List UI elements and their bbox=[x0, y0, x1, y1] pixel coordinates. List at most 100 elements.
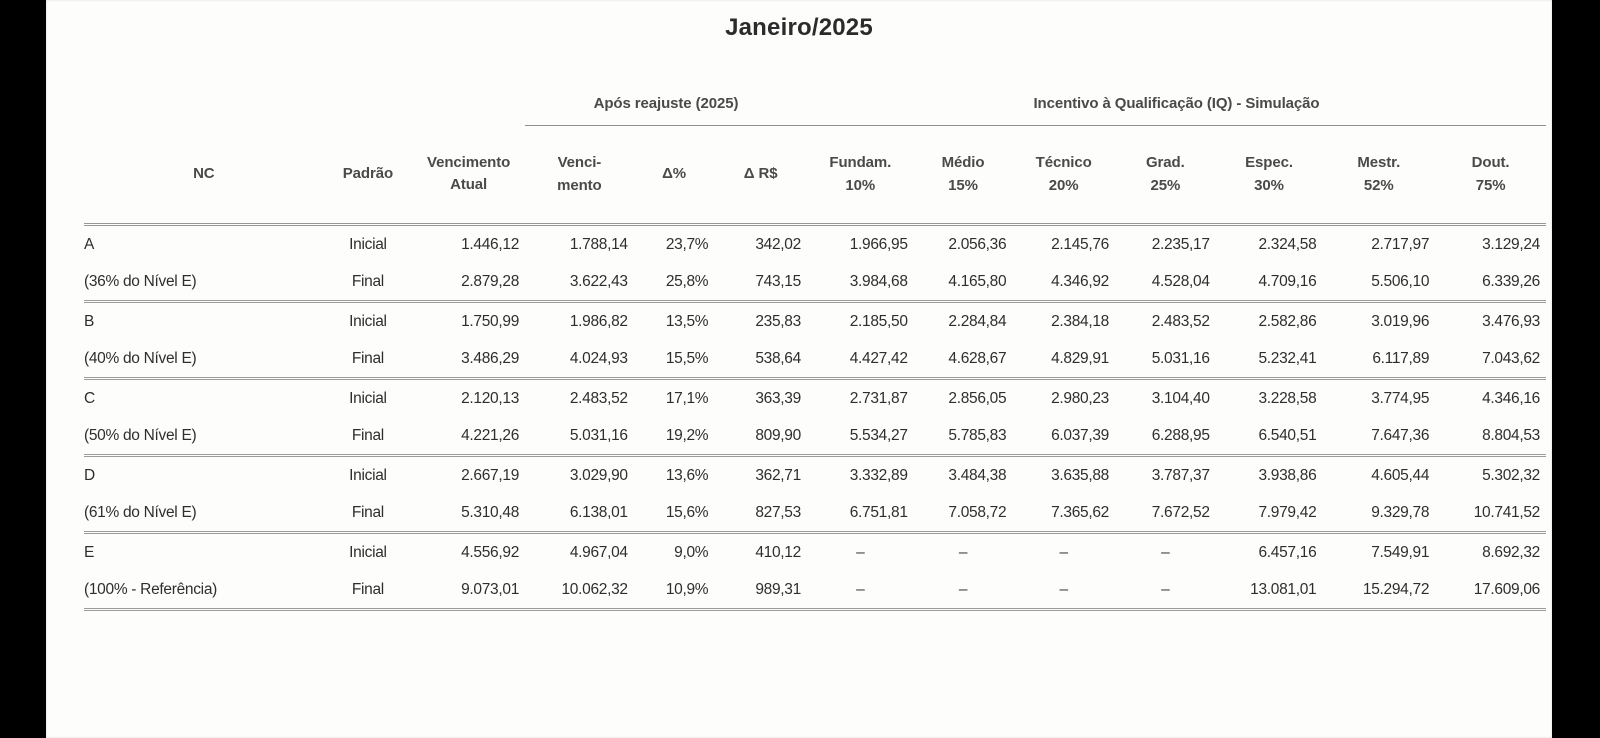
cell-vencimento-atual: 5.310,48 bbox=[412, 494, 526, 535]
cell-padrao: Final bbox=[323, 571, 413, 612]
cell-espec-30: 5.232,41 bbox=[1215, 340, 1323, 381]
cell-dout-75: 6.339,26 bbox=[1435, 263, 1546, 304]
cell-fundam-10: 5.534,27 bbox=[806, 417, 914, 458]
cell-padrao: Inicial bbox=[349, 543, 387, 561]
column-header-fundam-10: Fundam. 10% bbox=[806, 125, 914, 227]
cell-nc: A bbox=[84, 235, 95, 253]
cell-delta-rs: 342,02 bbox=[755, 235, 801, 253]
salary-table: Após reajuste (2025) Incentivo à Qualifi… bbox=[84, 83, 1546, 612]
column-header-tecnico-20: Técnico 20% bbox=[1012, 125, 1115, 227]
cell-delta-rs: 362,71 bbox=[755, 466, 801, 484]
cell-vencimento-atual: 2.667,19 bbox=[461, 466, 520, 484]
cell-mestr-52: 3.774,95 bbox=[1371, 389, 1430, 407]
page-title: Janeiro/2025 bbox=[725, 14, 873, 41]
cell-medio-15: 4.165,80 bbox=[913, 263, 1013, 304]
cell-fundam-10: 3.332,89 bbox=[849, 466, 908, 484]
group-header-apos-reajuste: Após reajuste (2025) bbox=[525, 83, 807, 127]
cell-fundam-10: 4.427,42 bbox=[806, 340, 914, 381]
cell-padrao: Final bbox=[323, 417, 413, 458]
cell-delta-pct: 13,6% bbox=[665, 466, 709, 484]
cell-fundam-10: 3.984,68 bbox=[806, 263, 914, 304]
cell-fundam-10: 2.731,87 bbox=[849, 389, 908, 407]
cell-delta-rs: 827,53 bbox=[714, 494, 807, 535]
cell-delta-pct: 13,5% bbox=[665, 312, 709, 330]
cell-tecnico-20: 4.829,91 bbox=[1012, 340, 1115, 381]
cell-delta-pct: 25,8% bbox=[633, 263, 715, 304]
cell-padrao: Final bbox=[323, 340, 413, 381]
column-header-grad-25: Grad. 25% bbox=[1115, 125, 1216, 227]
cell-mestr-52: 15.294,72 bbox=[1322, 571, 1436, 612]
column-header-line: mento bbox=[557, 176, 602, 194]
column-header-delta-rs: Δ R$ bbox=[714, 125, 807, 227]
cell-delta-pct: 15,6% bbox=[633, 494, 715, 535]
cell-tecnico-20: 7.365,62 bbox=[1012, 494, 1115, 535]
cell-grad-25: – bbox=[1115, 571, 1216, 612]
column-header-line: Atual bbox=[450, 176, 488, 194]
column-header-line: 15% bbox=[948, 176, 978, 194]
table-row-final: (50% do Nível E) Final 4.221,26 5.031,16 19,… bbox=[84, 417, 1546, 458]
column-header-dout-75: Dout. 75% bbox=[1435, 125, 1546, 227]
cell-medio-15: 4.628,67 bbox=[913, 340, 1013, 381]
cell-dout-75: 4.346,16 bbox=[1482, 389, 1540, 407]
cell-medio-15: 2.056,36 bbox=[948, 235, 1007, 253]
cell-padrao: Inicial bbox=[349, 466, 387, 484]
cell-vencimento-atual: 3.486,29 bbox=[412, 340, 526, 381]
cell-padrao: Final bbox=[323, 263, 413, 304]
cell-dout-75: 17.609,06 bbox=[1435, 571, 1546, 612]
cell-delta-pct: 10,9% bbox=[633, 571, 715, 612]
cell-nc: B bbox=[84, 312, 95, 330]
cell-medio-15: 7.058,72 bbox=[913, 494, 1013, 535]
cell-tecnico-20: 2.384,18 bbox=[1051, 312, 1109, 330]
cell-delta-pct: 19,2% bbox=[633, 417, 715, 458]
cell-vencimento: 4.024,93 bbox=[525, 340, 634, 381]
cell-dout-75: 3.129,24 bbox=[1482, 235, 1540, 253]
cell-delta-rs: 538,64 bbox=[714, 340, 807, 381]
column-header-vencimento-atual: Vencimento Atual bbox=[412, 125, 526, 227]
cell-grad-25: 6.288,95 bbox=[1115, 417, 1216, 458]
cell-nc: (61% do Nível E) bbox=[84, 494, 324, 535]
cell-vencimento: 10.062,32 bbox=[525, 571, 634, 612]
cell-grad-25: 2.235,17 bbox=[1151, 235, 1210, 253]
cell-espec-30: 4.709,16 bbox=[1215, 263, 1323, 304]
cell-vencimento-atual: 2.120,13 bbox=[461, 389, 520, 407]
column-header-padrao: Padrão bbox=[323, 125, 413, 227]
column-header-line: Técnico bbox=[1035, 154, 1092, 172]
column-header-row: NC Padrão Vencimento Atual Venci-mento Δ% Δ R$… bbox=[84, 125, 1546, 227]
table-row-inicial: B Inicial 1.750,99 1.986,82 13,5% 235,83 2.185… bbox=[84, 302, 1546, 341]
cell-fundam-10: 1.966,95 bbox=[849, 235, 908, 253]
cell-fundam-10: – bbox=[806, 571, 914, 612]
column-header-delta-pct: Δ% bbox=[633, 125, 715, 227]
cell-mestr-52: 5.506,10 bbox=[1322, 263, 1436, 304]
cell-vencimento: 1.986,82 bbox=[569, 312, 628, 330]
cell-vencimento-atual: 9.073,01 bbox=[412, 571, 526, 612]
cell-mestr-52: 7.647,36 bbox=[1322, 417, 1436, 458]
cell-padrao: Inicial bbox=[349, 312, 387, 330]
cell-padrao: Final bbox=[323, 494, 413, 535]
cell-nc: (50% do Nível E) bbox=[84, 417, 324, 458]
column-header-medio-15: Médio 15% bbox=[913, 125, 1013, 227]
cell-vencimento-atual: 4.221,26 bbox=[412, 417, 526, 458]
cell-delta-rs: 989,31 bbox=[714, 571, 807, 612]
column-header-line: Padrão bbox=[342, 165, 394, 183]
cell-medio-15: 2.856,05 bbox=[948, 389, 1007, 407]
column-header-line: Δ% bbox=[662, 165, 686, 183]
column-header-line: Médio bbox=[941, 154, 985, 172]
column-header-vencimento: Venci-mento bbox=[525, 125, 634, 227]
cell-nc: (40% do Nível E) bbox=[84, 340, 324, 381]
cell-delta-pct: 23,7% bbox=[665, 235, 709, 253]
column-header-line: Mestr. bbox=[1357, 154, 1401, 172]
cell-nc: C bbox=[84, 389, 95, 407]
cell-grad-25: 7.672,52 bbox=[1115, 494, 1216, 535]
cell-espec-30: 6.540,51 bbox=[1215, 417, 1323, 458]
cell-mestr-52: 4.605,44 bbox=[1371, 466, 1430, 484]
column-header-line: Δ R$ bbox=[743, 165, 778, 183]
table-row-final: (100% - Referência) Final 9.073,01 10.062,3… bbox=[84, 571, 1546, 612]
document-page: Janeiro/2025 Após reajuste (2025) Incent… bbox=[46, 0, 1552, 738]
cell-dout-75: 8.804,53 bbox=[1435, 417, 1546, 458]
cell-nc: E bbox=[84, 543, 95, 561]
cell-dout-75: 8.692,32 bbox=[1482, 543, 1540, 561]
cell-mestr-52: 6.117,89 bbox=[1322, 340, 1436, 381]
cell-vencimento: 5.031,16 bbox=[525, 417, 634, 458]
cell-mestr-52: 3.019,96 bbox=[1371, 312, 1430, 330]
cell-fundam-10: – bbox=[856, 543, 865, 561]
